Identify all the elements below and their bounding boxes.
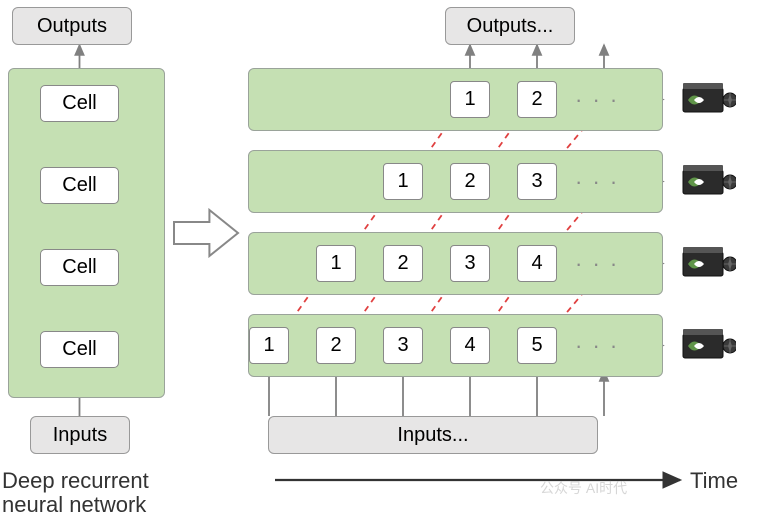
timestep-box: 4 [450, 327, 490, 364]
timestep-label: 1 [263, 334, 274, 357]
cell-box: Cell [40, 331, 119, 368]
timestep-label: 1 [397, 170, 408, 193]
timestep-label: 1 [330, 252, 341, 275]
cell-box: Cell [40, 85, 119, 122]
timestep-box: 3 [383, 327, 423, 364]
time-label: Time [690, 468, 738, 494]
timestep-box: 2 [517, 81, 557, 118]
timestep-label: 1 [464, 88, 475, 111]
inputs-box-right: Inputs... [268, 416, 598, 454]
diagram-canvas: Outputs Cell Cell Cell Cell Inputs Deep rec… [0, 0, 767, 513]
inputs-box-left: Inputs [30, 416, 130, 454]
outputs-box-left: Outputs [12, 7, 132, 45]
caption-line1: Deep recurrent [2, 468, 149, 494]
timestep-label: 3 [531, 170, 542, 193]
timestep-box: 1 [450, 81, 490, 118]
cell-box: Cell [40, 249, 119, 286]
caption-line2: neural network [2, 492, 146, 518]
ellipsis: · · · [575, 251, 619, 277]
cell-label: Cell [62, 338, 96, 361]
timestep-box: 4 [517, 245, 557, 282]
timestep-label: 2 [397, 252, 408, 275]
inputs-label-right: Inputs... [397, 424, 468, 447]
watermark: 公众号 AI时代 [540, 478, 627, 498]
inputs-label-left: Inputs [53, 424, 107, 447]
gpu-icon [682, 164, 736, 200]
timestep-label: 3 [397, 334, 408, 357]
timestep-label: 2 [531, 88, 542, 111]
timestep-box: 1 [316, 245, 356, 282]
ellipsis: · · · [575, 333, 619, 359]
timestep-label: 3 [464, 252, 475, 275]
timestep-box: 2 [316, 327, 356, 364]
ellipsis: · · · [575, 87, 619, 113]
timestep-box: 2 [450, 163, 490, 200]
timestep-box: 3 [450, 245, 490, 282]
outputs-label-left: Outputs [37, 15, 107, 38]
gpu-icon [682, 82, 736, 118]
timestep-box: 1 [383, 163, 423, 200]
timestep-label: 5 [531, 334, 542, 357]
gpu-icon [682, 246, 736, 282]
ellipsis: · · · [575, 169, 619, 195]
cell-label: Cell [62, 174, 96, 197]
outputs-box-right: Outputs... [445, 7, 575, 45]
timestep-box: 2 [383, 245, 423, 282]
transition-arrow [172, 208, 240, 258]
cell-label: Cell [62, 92, 96, 115]
cell-box: Cell [40, 167, 119, 204]
timestep-box: 5 [517, 327, 557, 364]
timestep-label: 2 [464, 170, 475, 193]
timestep-label: 4 [531, 252, 542, 275]
gpu-icon [682, 328, 736, 364]
timestep-label: 4 [464, 334, 475, 357]
timestep-box: 3 [517, 163, 557, 200]
timestep-label: 2 [330, 334, 341, 357]
cell-label: Cell [62, 256, 96, 279]
timestep-box: 1 [249, 327, 289, 364]
outputs-label-right: Outputs... [467, 15, 554, 38]
